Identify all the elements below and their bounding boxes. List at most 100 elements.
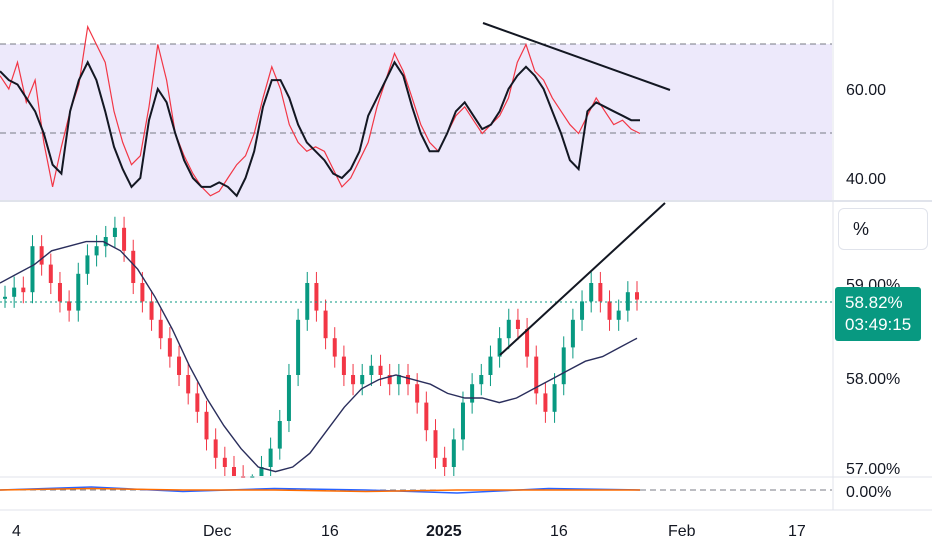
time-axis[interactable]: 4 Dec 16 2025 16 Feb 17 [12, 523, 806, 540]
candle-body [286, 375, 291, 421]
macd-pane: 0.00% [0, 476, 932, 501]
candle-body [140, 283, 145, 302]
macd-y-tick-label: 0.00% [846, 484, 891, 501]
candle-body [103, 237, 108, 247]
candle-body [543, 393, 548, 412]
candle-body [607, 301, 612, 320]
candle-body [30, 246, 35, 293]
bar-countdown: 03:49:15 [845, 315, 912, 334]
candle-body [460, 402, 465, 440]
candle-body [341, 356, 346, 375]
candle-body [415, 384, 420, 403]
candle-body [213, 439, 218, 458]
moving-average-line [0, 240, 638, 473]
x-tick-label: 16 [321, 523, 339, 540]
candle-body [525, 329, 530, 357]
rsi-band [0, 44, 832, 200]
candle-body [506, 319, 511, 339]
candle-body [76, 273, 81, 311]
candle-body [369, 365, 374, 375]
rsi-trendline[interactable] [482, 22, 671, 91]
candle-body [515, 319, 520, 329]
candle-body [167, 338, 172, 357]
candle-body [314, 283, 319, 311]
moving-average [0, 240, 638, 473]
x-tick-label: Dec [203, 523, 231, 540]
price-pane: 59.00% 58.00% 57.00% [0, 202, 900, 478]
candle-body [351, 375, 356, 385]
candle-body [12, 287, 17, 297]
candle-body [39, 246, 44, 265]
candle-body [277, 421, 282, 449]
candle-body [48, 264, 53, 283]
candle-body [396, 375, 401, 385]
candle-body [204, 411, 209, 440]
candle-body [94, 246, 99, 256]
candle-body [323, 310, 328, 339]
candle-body [231, 467, 236, 476]
candle-body [186, 375, 191, 394]
candle-body [442, 457, 447, 467]
candle-body [122, 227, 127, 251]
percent-unit-button[interactable]: % [838, 208, 928, 250]
rsi-average-line [0, 60, 640, 198]
candle-body [112, 227, 117, 237]
candle-body [534, 356, 539, 394]
x-tick-label: 16 [550, 523, 568, 540]
candle-body [479, 375, 484, 385]
macd-lines [0, 486, 641, 494]
candle-body [332, 338, 337, 357]
candle-body [57, 283, 62, 302]
candle-body [177, 356, 182, 375]
candle-body [21, 287, 26, 293]
candle-body [131, 250, 136, 283]
rsi-series-line [0, 24, 641, 197]
candle-body [470, 384, 475, 403]
macd-line [0, 486, 641, 494]
candle-body [378, 365, 383, 375]
last-price-value: 58.82% [845, 293, 903, 312]
candle-body [433, 430, 438, 458]
candle-body [451, 439, 456, 467]
candle-body [570, 319, 575, 348]
price-trendline[interactable] [499, 202, 666, 356]
rsi-lines [0, 24, 641, 198]
candle-body [305, 283, 310, 320]
candle-body [158, 319, 163, 339]
x-tick-label: 17 [788, 523, 806, 540]
candle-body [488, 356, 493, 375]
rsi-y-tick-label: 60.00 [846, 82, 886, 99]
candle-body [625, 292, 630, 311]
candle-body [3, 296, 7, 299]
candle-body [497, 338, 502, 357]
candle-body [598, 283, 603, 302]
macd-signal-line [0, 487, 640, 493]
price-bars [3, 216, 639, 478]
candle-body [85, 255, 90, 274]
candle-body [360, 375, 365, 385]
candle-body [552, 384, 557, 412]
candle-body [296, 319, 301, 375]
x-tick-label: Feb [668, 523, 696, 540]
candle-body [387, 375, 392, 385]
last-price-tag: 58.82% 03:49:15 [835, 287, 921, 341]
price-y-tick-label: 57.00% [846, 461, 900, 478]
candle-body [635, 292, 639, 300]
candle-body [406, 375, 411, 385]
candle-body [616, 310, 621, 320]
candle-body [67, 301, 72, 311]
candle-body [222, 457, 227, 467]
candle-body [195, 393, 200, 412]
x-tick-label: 4 [12, 523, 21, 540]
rsi-y-tick-label: 40.00 [846, 171, 886, 188]
rsi-pane: 60.00 40.00 [0, 22, 886, 200]
candle-body [149, 301, 154, 320]
candle-body [580, 301, 585, 320]
candle-body [424, 402, 429, 431]
candle-body [259, 467, 264, 476]
candle-body [561, 347, 566, 385]
x-tick-label: 2025 [426, 523, 462, 540]
price-y-tick-label: 58.00% [846, 371, 900, 388]
candle-body [589, 283, 594, 302]
